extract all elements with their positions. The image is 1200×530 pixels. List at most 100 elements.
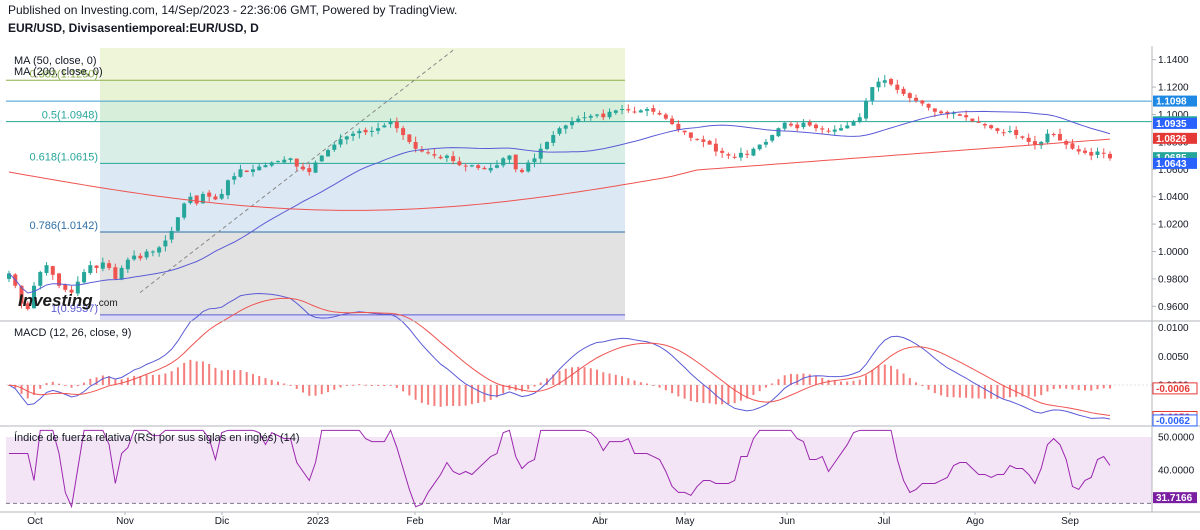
candle-body	[870, 87, 875, 101]
macd-histogram-bar	[151, 375, 154, 385]
macd-histogram-bar	[533, 384, 536, 387]
macd-histogram-bar	[971, 384, 974, 399]
macd-histogram-bar	[233, 370, 236, 385]
candle-body	[438, 156, 443, 159]
candle-body	[826, 130, 831, 132]
macd-histogram-bar	[20, 384, 23, 394]
candle-body	[294, 158, 299, 167]
candle-body	[169, 230, 174, 240]
time-tick-label: Dic	[215, 516, 229, 527]
macd-histogram-bar	[45, 383, 48, 385]
candle-body	[1076, 149, 1081, 152]
candle-body	[832, 129, 837, 132]
macd-histogram-bar	[927, 384, 930, 390]
macd-histogram-bar	[652, 384, 655, 386]
macd-histogram-bar	[583, 367, 586, 385]
candle-body	[570, 121, 575, 126]
macd-histogram-bar	[389, 384, 392, 386]
candle-body	[632, 111, 637, 113]
candle-body	[882, 80, 887, 83]
candle-body	[163, 240, 168, 247]
macd-histogram-bar	[302, 384, 305, 393]
macd-histogram-bar	[527, 384, 530, 390]
macd-histogram-bar	[1058, 384, 1061, 389]
candle-body	[588, 115, 593, 118]
candle-body	[820, 128, 825, 130]
candle-body	[1020, 136, 1025, 138]
macd-histogram-bar	[427, 384, 430, 405]
candle-body	[269, 162, 274, 166]
macd-histogram-bar	[1109, 384, 1111, 389]
macd-histogram-bar	[796, 374, 799, 385]
macd-histogram-bar	[114, 379, 117, 385]
candle-body	[7, 273, 11, 279]
macd-histogram-bar	[83, 382, 86, 385]
macd-histogram-bar	[783, 375, 786, 385]
rsi-line	[9, 429, 1111, 509]
candle-body	[426, 152, 431, 154]
price-tag	[1153, 132, 1197, 144]
candle-body	[113, 267, 118, 279]
macd-histogram-bar	[89, 378, 92, 385]
macd-histogram-bar	[1096, 384, 1099, 390]
macd-histogram-bar	[871, 369, 874, 385]
macd-histogram-bar	[608, 373, 611, 385]
macd-histogram-bar	[120, 379, 123, 385]
fib-zone	[100, 101, 625, 122]
candle-body	[1070, 143, 1075, 149]
macd-histogram-bar	[840, 381, 843, 385]
candle-body	[376, 128, 381, 131]
candle-body	[507, 155, 512, 160]
candle-body	[1001, 132, 1006, 134]
candle-body	[469, 165, 474, 167]
candle-body	[150, 251, 155, 253]
macd-histogram-bar	[420, 384, 423, 403]
time-tick-label: Mar	[493, 516, 511, 527]
macd-histogram-bar	[1071, 384, 1074, 390]
macd-histogram-bar	[1008, 384, 1011, 398]
candle-body	[32, 285, 37, 309]
macd-histogram-bar	[51, 381, 54, 385]
macd-histogram-bar	[539, 382, 542, 385]
price-tick-label: 1.1200	[1158, 83, 1189, 94]
macd-histogram-bar	[739, 384, 742, 401]
candle-body	[1095, 151, 1100, 155]
macd-histogram-bar	[308, 384, 311, 396]
macd-histogram-bar	[283, 383, 286, 385]
price-tick-label: 1.0200	[1158, 220, 1189, 231]
candle-body	[576, 118, 581, 122]
macd-histogram-bar	[145, 375, 148, 385]
candle-body	[238, 169, 243, 177]
candle-body	[582, 117, 587, 119]
rsi-band	[6, 436, 1152, 504]
candle-body	[926, 103, 931, 108]
candle-body	[782, 122, 787, 129]
candle-body	[995, 128, 1000, 131]
candle-body	[645, 109, 650, 111]
time-tick-label: May	[676, 516, 695, 527]
candle-body	[620, 109, 625, 111]
candle-body	[1039, 141, 1044, 146]
candle-body	[757, 144, 762, 150]
macd-histogram-bar	[176, 367, 179, 385]
candle-body	[857, 117, 862, 122]
rsi-legend: Índice de fuerza relativa (RSI por sus s…	[14, 431, 300, 444]
candle-body	[932, 108, 937, 112]
candle-body	[889, 79, 894, 85]
macd-histogram-bar	[777, 379, 780, 385]
candle-body	[338, 139, 343, 145]
macd-histogram-bar	[1046, 384, 1049, 392]
macd-histogram-bar	[352, 384, 355, 386]
macd-histogram-bar	[802, 373, 805, 385]
candle-body	[488, 167, 493, 171]
candle-body	[738, 152, 743, 158]
candle-body	[532, 158, 537, 163]
candle-body	[701, 139, 706, 142]
candle-body	[1007, 130, 1012, 132]
candle-body	[1101, 152, 1106, 154]
candle-body	[138, 255, 143, 259]
candle-body	[257, 166, 262, 171]
macd-histogram-bar	[208, 364, 211, 385]
candle-body	[332, 144, 337, 150]
